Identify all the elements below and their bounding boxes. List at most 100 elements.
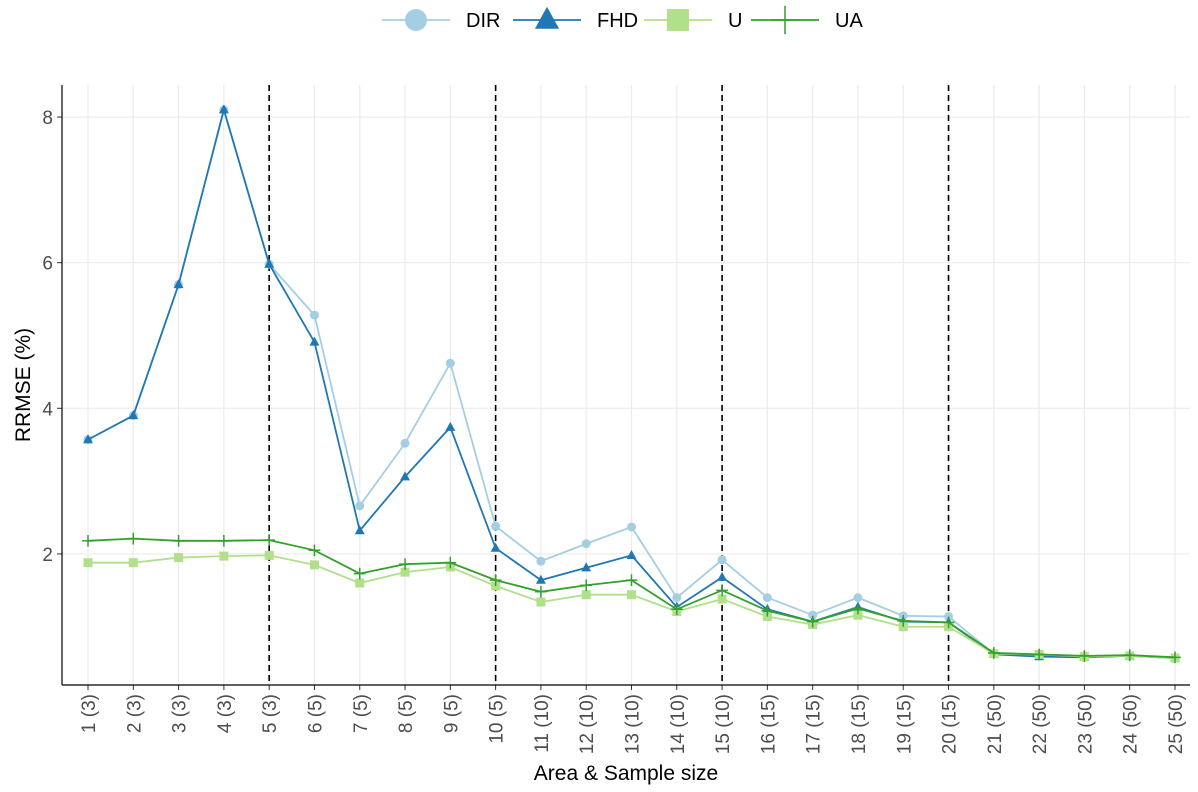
x-tick-label: 5 (3) bbox=[260, 694, 281, 733]
point bbox=[263, 534, 276, 546]
x-tick-label: 6 (5) bbox=[305, 694, 326, 733]
point bbox=[1078, 650, 1091, 662]
point bbox=[581, 539, 591, 549]
point bbox=[1169, 651, 1181, 664]
x-tick-label: 11 (10) bbox=[532, 694, 553, 753]
x-tick-label: 17 (15) bbox=[804, 694, 825, 754]
point bbox=[83, 434, 93, 444]
point bbox=[670, 603, 683, 616]
x-axis-title: Area & Sample size bbox=[534, 762, 718, 785]
y-tick-label: 8 bbox=[42, 108, 53, 129]
legend-item: FHD bbox=[513, 6, 638, 32]
x-tick-label: 1 (3) bbox=[79, 694, 100, 733]
point bbox=[580, 579, 593, 592]
x-tick-label: 14 (10) bbox=[668, 694, 689, 754]
point bbox=[309, 336, 320, 346]
legend-label: FHD bbox=[597, 10, 638, 32]
point bbox=[354, 525, 365, 535]
legend-marker bbox=[534, 6, 560, 29]
point bbox=[762, 593, 772, 603]
point bbox=[535, 585, 547, 598]
x-tick-label: 16 (15) bbox=[758, 694, 779, 754]
point bbox=[173, 279, 184, 289]
point bbox=[489, 574, 502, 586]
x-tick-label: 13 (10) bbox=[623, 694, 644, 754]
point bbox=[400, 471, 410, 481]
point bbox=[1123, 649, 1136, 661]
point bbox=[853, 610, 863, 620]
point bbox=[400, 567, 410, 577]
legend-marker bbox=[405, 9, 427, 31]
x-tick-label: 4 (3) bbox=[215, 694, 236, 733]
point bbox=[581, 590, 591, 600]
x-tick-label: 20 (15) bbox=[940, 694, 961, 754]
legend-label: DIR bbox=[466, 10, 500, 32]
point bbox=[987, 647, 1000, 659]
point bbox=[897, 615, 910, 627]
legend-item: DIR bbox=[382, 9, 500, 32]
point bbox=[717, 594, 727, 604]
point bbox=[264, 258, 275, 268]
x-tick-label: 18 (15) bbox=[849, 694, 870, 754]
x-tick-label: 24 (50) bbox=[1121, 694, 1142, 754]
x-tick-label: 19 (15) bbox=[894, 694, 915, 754]
x-tick-label: 22 (50) bbox=[1030, 694, 1051, 754]
point bbox=[218, 534, 230, 547]
point bbox=[264, 550, 274, 560]
point bbox=[942, 616, 955, 629]
point bbox=[444, 556, 457, 569]
point bbox=[716, 584, 728, 597]
point bbox=[626, 549, 637, 559]
point bbox=[672, 593, 682, 603]
point bbox=[808, 610, 818, 620]
point bbox=[83, 558, 93, 568]
point bbox=[353, 567, 366, 580]
point bbox=[128, 410, 139, 420]
x-tick-label: 2 (3) bbox=[124, 694, 145, 733]
point bbox=[852, 602, 864, 615]
point bbox=[445, 358, 455, 368]
legend-marker bbox=[770, 5, 800, 35]
x-tick-label: 9 (5) bbox=[441, 694, 462, 733]
point bbox=[309, 310, 319, 320]
point bbox=[627, 590, 636, 600]
x-tick-label: 8 (5) bbox=[396, 694, 417, 733]
point bbox=[761, 604, 774, 617]
point bbox=[717, 555, 727, 565]
legend-item: U bbox=[644, 9, 742, 32]
x-tick-label: 7 (5) bbox=[351, 694, 372, 733]
point bbox=[625, 574, 638, 586]
y-tick-label: 6 bbox=[42, 254, 53, 275]
point bbox=[355, 501, 365, 511]
point bbox=[82, 534, 94, 547]
point bbox=[128, 558, 138, 568]
x-tick-label: 10 (5) bbox=[487, 694, 508, 744]
point bbox=[355, 578, 365, 588]
point bbox=[627, 522, 636, 532]
legend-label: UA bbox=[835, 10, 863, 32]
point bbox=[853, 593, 863, 603]
point bbox=[536, 556, 546, 566]
point bbox=[806, 615, 819, 628]
x-tick-label: 15 (10) bbox=[713, 694, 734, 754]
x-tick-label: 25 (50) bbox=[1166, 694, 1187, 754]
point bbox=[127, 532, 140, 545]
point bbox=[218, 104, 229, 114]
y-axis-title: RRMSE (%) bbox=[12, 328, 35, 442]
point bbox=[535, 574, 546, 584]
point bbox=[717, 571, 728, 581]
legend-label: U bbox=[728, 10, 742, 32]
point bbox=[536, 597, 546, 607]
point bbox=[491, 521, 501, 531]
point bbox=[309, 560, 319, 570]
x-tick-label: 3 (3) bbox=[170, 694, 191, 733]
x-tick-label: 12 (10) bbox=[577, 694, 598, 754]
x-tick-label: 23 (50) bbox=[1075, 694, 1096, 754]
point bbox=[308, 544, 321, 557]
y-tick-label: 4 bbox=[42, 399, 53, 420]
point bbox=[219, 551, 229, 561]
point bbox=[445, 421, 456, 431]
legend-item: UA bbox=[751, 5, 863, 35]
point bbox=[399, 558, 411, 570]
